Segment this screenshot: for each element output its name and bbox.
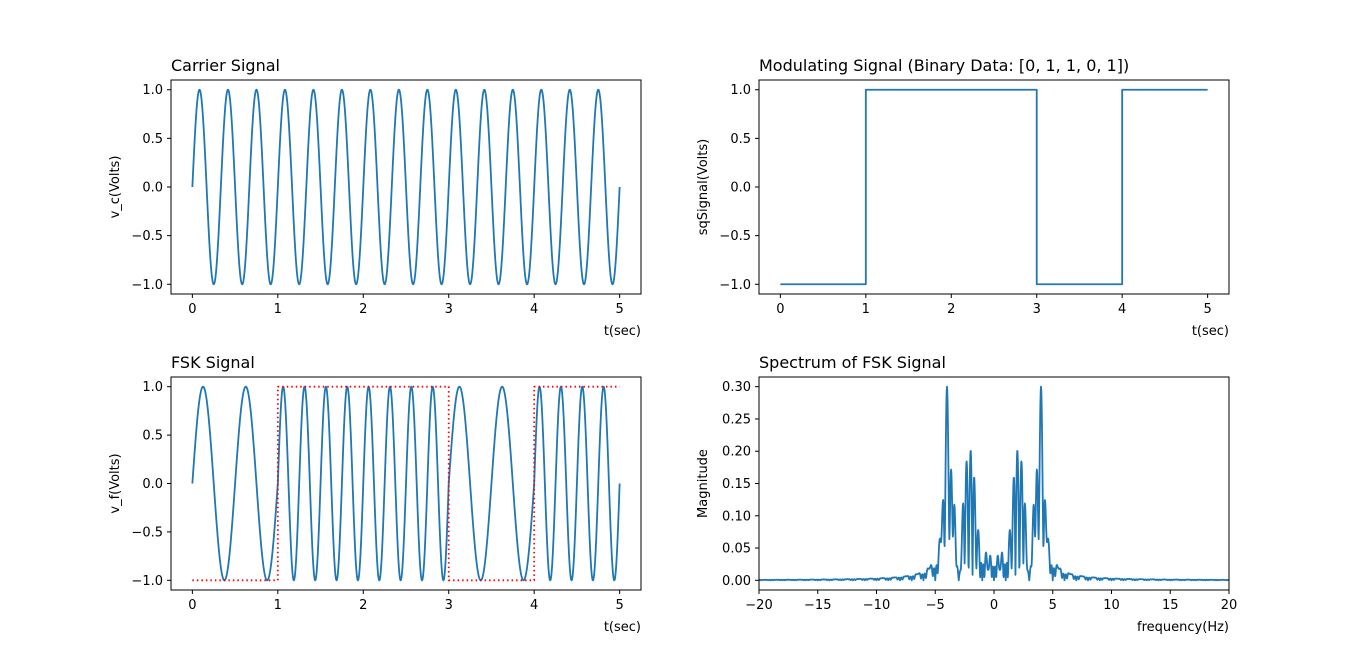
series-line [191,385,621,582]
x-tick-label: 10 [1103,598,1120,613]
subplot-fsk: FSK Signal t(sec) v_f(Volts) 0 1 2 3 4 5 −1.0 −… [108,353,642,635]
subplot-title: Spectrum of FSK Signal [759,353,946,372]
x-tick-label: 2 [359,302,367,317]
y-axis-label: v_c(Volts) [108,156,123,219]
x-tick-label: −10 [863,598,890,613]
y-axis-label: Magnitude [696,449,711,518]
x-tick-label: 5 [1203,302,1211,317]
subplot-spectrum: Spectrum of FSK Signal frequency(Hz) Mag… [696,353,1237,635]
x-tick-label: 5 [615,598,623,613]
series-line [780,88,1208,286]
x-tick-label: 0 [188,598,196,613]
x-tick-label: 5 [615,302,623,317]
x-tick-label: 4 [530,302,538,317]
subplot-carrier: Carrier Signal t(sec) v_c(Volts) 0 1 2 3 4 5 −… [108,56,642,339]
y-tick-label: −0.5 [719,229,751,244]
x-tick-label: 20 [1221,598,1238,613]
series-line [759,385,1229,582]
subplot-modulating: Modulating Signal (Binary Data: [0, 1, 1… [696,56,1230,339]
y-tick-label: −0.5 [131,525,163,540]
x-tick-label: 0 [776,302,784,317]
x-axis-label: t(sec) [604,324,641,339]
y-tick-label: 0.05 [722,542,751,557]
y-tick-label: 0.10 [722,509,751,524]
x-tick-label: 0 [990,598,998,613]
x-tick-label: 3 [445,598,453,613]
x-tick-label: 0 [188,302,196,317]
y-tick-label: 1.0 [142,380,163,395]
y-tick-label: 0.5 [730,132,751,147]
y-tick-label: −1.0 [131,574,163,589]
y-tick-label: −0.5 [131,229,163,244]
x-tick-label: 1 [274,302,282,317]
x-tick-label: 3 [1033,302,1041,317]
y-tick-label: 1.0 [730,83,751,98]
y-tick-label: 0.0 [142,181,163,196]
x-tick-label: 4 [1118,302,1126,317]
y-tick-label: 0.20 [722,445,751,460]
x-tick-label: −20 [745,598,772,613]
y-tick-label: −1.0 [131,278,163,293]
subplot-title: Carrier Signal [171,56,280,75]
x-tick-label: 2 [359,598,367,613]
y-tick-label: 0.00 [722,574,751,589]
x-axis-label: t(sec) [1192,324,1229,339]
y-axis-label: sqSignal(Volts) [696,139,711,235]
x-tick-label: 1 [862,302,870,317]
y-axis-label: v_f(Volts) [108,453,123,513]
y-tick-label: 0.0 [730,181,751,196]
x-tick-label: −15 [804,598,831,613]
y-tick-label: 1.0 [142,83,163,98]
series-line [191,88,621,286]
x-tick-label: −5 [926,598,945,613]
x-axis-label: t(sec) [604,620,641,635]
subplot-title: FSK Signal [171,353,255,372]
subplot-title: Modulating Signal (Binary Data: [0, 1, 1… [759,56,1129,75]
x-axis-label: frequency(Hz) [1137,620,1229,635]
series-line-dotted [192,385,620,582]
y-tick-label: 0.25 [722,412,751,427]
y-tick-label: 0.0 [142,477,163,492]
x-tick-label: 5 [1049,598,1057,613]
x-tick-label: 4 [530,598,538,613]
x-tick-label: 3 [445,302,453,317]
y-tick-label: 0.5 [142,429,163,444]
y-tick-label: 0.5 [142,132,163,147]
x-tick-label: 15 [1162,598,1179,613]
y-tick-label: 0.30 [722,380,751,395]
x-tick-label: 2 [947,302,955,317]
y-tick-label: 0.15 [722,477,751,492]
y-tick-label: −1.0 [719,278,751,293]
x-tick-label: 1 [274,598,282,613]
